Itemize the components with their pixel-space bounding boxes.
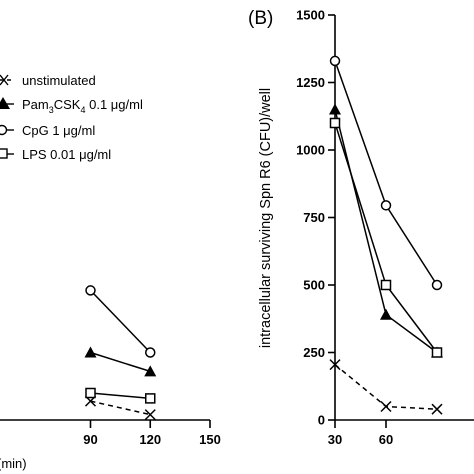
panel-b-y-tick-label-1250: 1250 [296,75,325,90]
panel-a-point-unstimulated-1 [144,409,156,421]
panel-b-y-tick-label-1000: 1000 [296,143,325,158]
legend-pam3csk4-marker [0,97,10,109]
panel-a-point-lps-0-01-g-ml-1 [145,393,156,404]
panel-b-series-unstimulated-line [334,364,438,410]
panel-b-point-lps-0-01-g-ml-2 [431,347,443,358]
legend-unstimulated-marker [0,74,9,86]
legend-cpg-label: CpG 1 μg/ml [22,123,95,138]
panel-b-y-tick-label-0: 0 [318,413,325,428]
panel-b-point-pam3csk4-0-1-g-ml-0 [329,103,341,115]
panel-b-point-unstimulated-1 [380,400,392,413]
panel-a-point-cpg-1-g-ml-0 [85,285,96,296]
panel-b-point-unstimulated-2 [431,403,443,415]
panel-b-y-tick-label-250: 250 [303,345,325,360]
panel-a-point-pam3csk4-0-1-g-ml-0 [84,346,97,358]
panel-a-x-axis-label: (min) [0,456,27,471]
panel-a-x-tick-label-90: 90 [83,432,97,447]
panel-b-x-tick-label-60: 60 [379,432,393,447]
legend-item-unstimulated: unstimulated [0,73,96,88]
legend-lps-label: LPS 0.01 μg/ml [22,147,111,162]
legend: unstimulated Pam3CSK4 0.1 μg/ml CpG 1 μg… [0,73,143,162]
panel-b-x-tick-label-30: 30 [328,432,342,447]
legend-item-cpg: CpG 1 μg/ml [0,123,95,138]
panel-a-series-unstimulated-line [90,400,151,416]
panel-b-y-tick-label-750: 750 [303,210,325,225]
panel-a-series [84,285,157,421]
panel-b-point-cpg-1-g-ml-0 [329,55,341,67]
panel-a-x-tick-label-120: 120 [139,432,161,447]
panel-b-point-lps-0-01-g-ml-1 [380,279,392,291]
panel-b-point-cpg-1-g-ml-2 [431,279,443,291]
panel-b-y-axis-label: intracellular surviving Spn R6 (CFU)/wel… [258,88,274,348]
panel-b-series [329,55,443,415]
panel-a-series-lps-0-01-g-ml-line [90,392,151,400]
legend-item-lps: LPS 0.01 μg/ml [0,147,111,162]
panel-b-point-unstimulated-0 [329,359,341,371]
panel-b-point-pam3csk4-0-1-g-ml-1 [380,308,392,320]
panel-b-point-lps-0-01-g-ml-0 [329,117,341,129]
panel-b-y-tick-label-500: 500 [303,278,325,293]
panel-a-point-lps-0-01-g-ml-0 [85,387,96,399]
panel-b-point-cpg-1-g-ml-1 [380,200,392,211]
panel-b-y-tick-label-1500: 1500 [296,8,325,23]
panel-a-x-tick-label-150: 150 [199,432,221,447]
legend-cpg-marker [0,124,8,136]
legend-item-pam3csk4: Pam3CSK4 0.1 μg/ml [0,97,143,115]
panel-b-x-ticks: 30 60 [328,420,393,447]
panel-b-label: (B) [248,8,273,29]
panel-a-series-pam3csk4-0-1-g-ml-line [90,351,151,373]
panel-a: 90 120 150 (min) unstimulated Pam3CSK4 0.1… [0,73,221,471]
panel-a-point-cpg-1-g-ml-1 [145,347,156,358]
panel-a-series-cpg-1-g-ml-line [89,289,151,354]
legend-pam3csk4-label: Pam3CSK4 0.1 μg/ml [22,97,143,115]
panel-b-y-ticks: 0 250 500 750 1000 1250 1500 [296,8,335,428]
panel-a-x-ticks: 90 120 150 [83,420,221,447]
panel-b: (B) 0 250 500 750 1000 1250 1500 30 60 intracel… [248,8,474,447]
panel-a-point-pam3csk4-0-1-g-ml-1 [144,365,157,377]
legend-lps-marker [0,148,8,159]
legend-unstimulated-label: unstimulated [22,73,96,88]
